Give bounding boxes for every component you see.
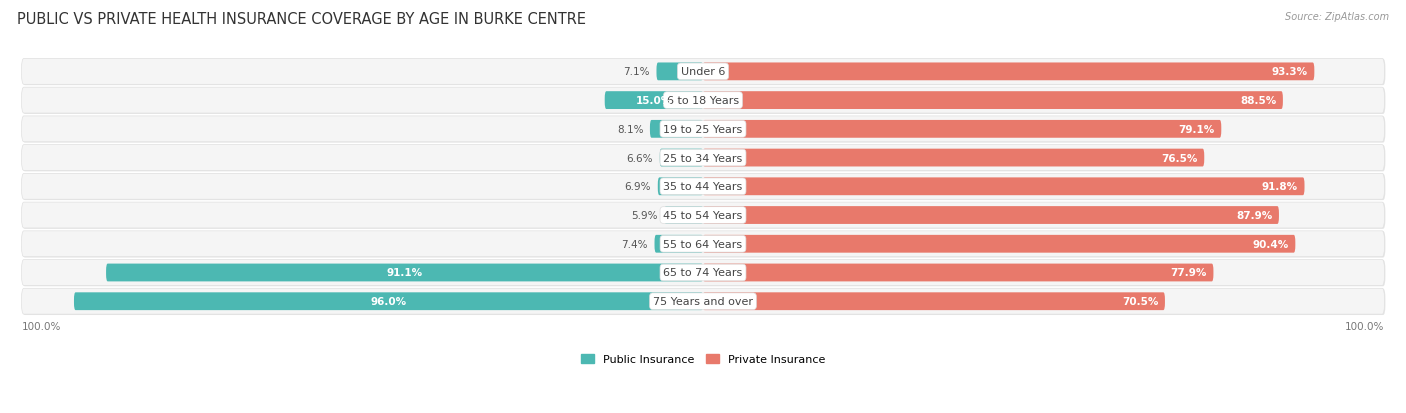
Text: 100.0%: 100.0% xyxy=(21,322,60,332)
FancyBboxPatch shape xyxy=(22,289,1385,315)
Text: 6.9%: 6.9% xyxy=(624,182,651,192)
FancyBboxPatch shape xyxy=(21,174,1385,200)
Text: 25 to 34 Years: 25 to 34 Years xyxy=(664,153,742,163)
FancyBboxPatch shape xyxy=(21,289,1385,314)
FancyBboxPatch shape xyxy=(22,88,1385,115)
Text: 15.0%: 15.0% xyxy=(636,96,672,106)
FancyBboxPatch shape xyxy=(703,63,1315,81)
FancyBboxPatch shape xyxy=(655,235,703,253)
FancyBboxPatch shape xyxy=(703,264,1213,282)
FancyBboxPatch shape xyxy=(703,206,1279,224)
FancyBboxPatch shape xyxy=(703,149,1205,167)
Text: 79.1%: 79.1% xyxy=(1178,125,1215,135)
FancyBboxPatch shape xyxy=(21,145,1385,171)
FancyBboxPatch shape xyxy=(22,260,1385,287)
FancyBboxPatch shape xyxy=(75,292,703,311)
Text: 5.9%: 5.9% xyxy=(631,211,658,221)
Text: 6 to 18 Years: 6 to 18 Years xyxy=(666,96,740,106)
FancyBboxPatch shape xyxy=(21,116,1385,142)
Text: 87.9%: 87.9% xyxy=(1236,211,1272,221)
Text: 70.5%: 70.5% xyxy=(1122,297,1159,306)
FancyBboxPatch shape xyxy=(22,59,1385,86)
Text: 91.8%: 91.8% xyxy=(1261,182,1298,192)
Text: 77.9%: 77.9% xyxy=(1171,268,1206,278)
Text: 75 Years and over: 75 Years and over xyxy=(652,297,754,306)
FancyBboxPatch shape xyxy=(605,92,703,110)
FancyBboxPatch shape xyxy=(22,117,1385,143)
Text: 19 to 25 Years: 19 to 25 Years xyxy=(664,125,742,135)
Text: 35 to 44 Years: 35 to 44 Years xyxy=(664,182,742,192)
FancyBboxPatch shape xyxy=(665,206,703,224)
Text: 76.5%: 76.5% xyxy=(1161,153,1198,163)
FancyBboxPatch shape xyxy=(21,203,1385,228)
FancyBboxPatch shape xyxy=(22,203,1385,229)
FancyBboxPatch shape xyxy=(703,292,1166,311)
Text: 90.4%: 90.4% xyxy=(1253,239,1289,249)
FancyBboxPatch shape xyxy=(703,121,1222,138)
Text: 8.1%: 8.1% xyxy=(617,125,644,135)
FancyBboxPatch shape xyxy=(22,145,1385,172)
FancyBboxPatch shape xyxy=(21,231,1385,257)
Text: Under 6: Under 6 xyxy=(681,67,725,77)
Text: 88.5%: 88.5% xyxy=(1240,96,1277,106)
FancyBboxPatch shape xyxy=(22,232,1385,258)
Text: PUBLIC VS PRIVATE HEALTH INSURANCE COVERAGE BY AGE IN BURKE CENTRE: PUBLIC VS PRIVATE HEALTH INSURANCE COVER… xyxy=(17,12,586,27)
FancyBboxPatch shape xyxy=(22,174,1385,201)
FancyBboxPatch shape xyxy=(659,149,703,167)
FancyBboxPatch shape xyxy=(650,121,703,138)
Text: 55 to 64 Years: 55 to 64 Years xyxy=(664,239,742,249)
Text: 91.1%: 91.1% xyxy=(387,268,423,278)
FancyBboxPatch shape xyxy=(21,88,1385,114)
FancyBboxPatch shape xyxy=(703,235,1295,253)
Text: 65 to 74 Years: 65 to 74 Years xyxy=(664,268,742,278)
Text: 7.4%: 7.4% xyxy=(621,239,648,249)
FancyBboxPatch shape xyxy=(703,92,1282,110)
FancyBboxPatch shape xyxy=(105,264,703,282)
Text: 96.0%: 96.0% xyxy=(370,297,406,306)
FancyBboxPatch shape xyxy=(21,59,1385,85)
Text: 100.0%: 100.0% xyxy=(1346,322,1385,332)
FancyBboxPatch shape xyxy=(658,178,703,196)
Text: 6.6%: 6.6% xyxy=(627,153,654,163)
Text: 7.1%: 7.1% xyxy=(623,67,650,77)
Text: Source: ZipAtlas.com: Source: ZipAtlas.com xyxy=(1285,12,1389,22)
Legend: Public Insurance, Private Insurance: Public Insurance, Private Insurance xyxy=(581,354,825,365)
Text: 45 to 54 Years: 45 to 54 Years xyxy=(664,211,742,221)
FancyBboxPatch shape xyxy=(21,260,1385,286)
Text: 93.3%: 93.3% xyxy=(1271,67,1308,77)
FancyBboxPatch shape xyxy=(657,63,703,81)
FancyBboxPatch shape xyxy=(703,178,1305,196)
